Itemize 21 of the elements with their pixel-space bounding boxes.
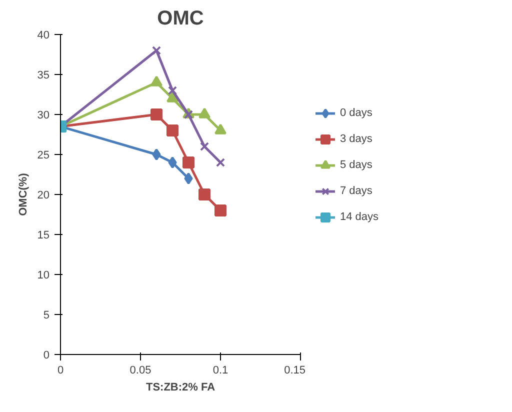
y-tick-label: 25 xyxy=(37,150,50,162)
y-tick-label: 20 xyxy=(37,190,50,202)
legend-label: 14 days xyxy=(340,210,379,223)
x-tick-label: 0.15 xyxy=(284,364,306,376)
x-tick-label: 0 xyxy=(57,364,64,376)
y-tick-label: 5 xyxy=(43,310,50,322)
legend-label: 5 days xyxy=(340,158,372,171)
legend-label: 0 days xyxy=(340,106,372,119)
chart-title: OMC xyxy=(157,8,204,30)
y-tick-label: 10 xyxy=(37,270,50,282)
x-axis-title: TS:ZB:2% FA xyxy=(146,382,216,394)
x-tick-label: 0.1 xyxy=(212,364,228,376)
y-tick-label: 15 xyxy=(37,230,50,242)
y-tick-label: 0 xyxy=(43,350,50,362)
y-tick-label: 30 xyxy=(37,110,50,122)
legend-label: 7 days xyxy=(340,184,372,197)
legend-label: 3 days xyxy=(340,132,372,145)
y-tick-label: 40 xyxy=(37,30,50,42)
y-axis-title: OMC(%) xyxy=(17,172,30,216)
y-tick-label: 35 xyxy=(37,70,50,82)
x-tick-label: 0.05 xyxy=(130,364,152,376)
